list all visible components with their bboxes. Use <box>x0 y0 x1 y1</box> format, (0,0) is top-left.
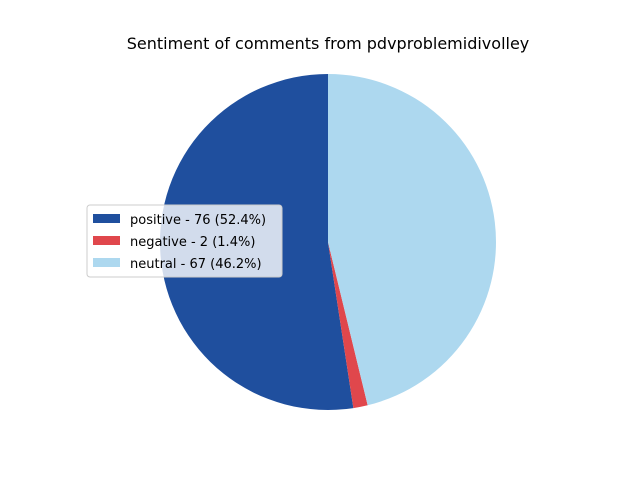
legend-label: positive - 76 (52.4%) <box>130 213 266 228</box>
legend: positive - 76 (52.4%) negative - 2 (1.4%)… <box>86 204 283 278</box>
pie-slice-negative <box>328 242 368 409</box>
legend-swatch <box>93 236 120 245</box>
legend-label: negative - 2 (1.4%) <box>130 235 255 250</box>
pie-slice-neutral <box>328 74 496 406</box>
legend-box <box>86 204 283 278</box>
legend-swatch <box>93 214 120 223</box>
legend-swatch <box>93 258 120 267</box>
legend-label: neutral - 67 (46.2%) <box>130 257 262 272</box>
chart-title: Sentiment of comments from pdvproblemidi… <box>127 34 530 53</box>
